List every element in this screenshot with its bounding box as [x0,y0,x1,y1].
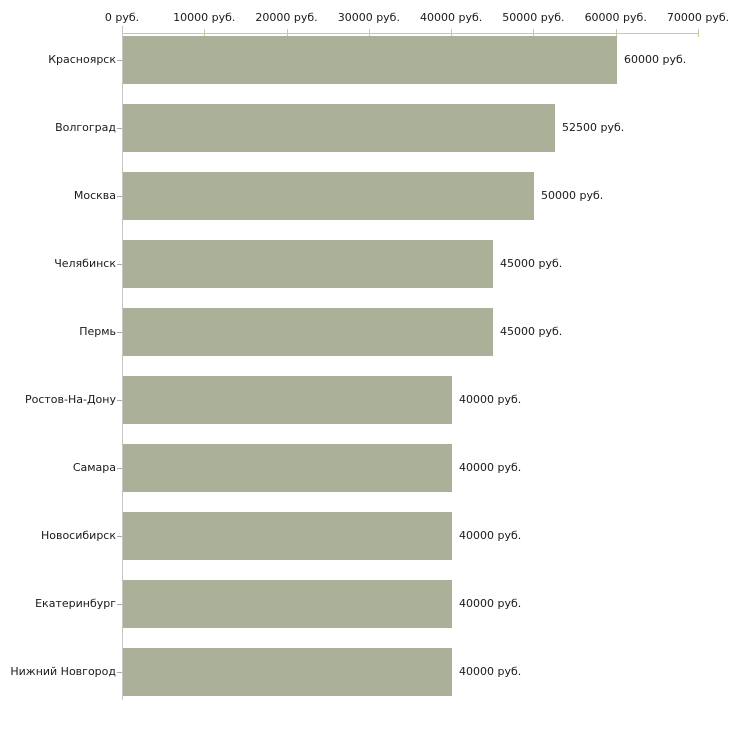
x-axis-line [122,33,699,34]
category-label: Ростов-На-Дону [24,393,116,406]
category-label: Новосибирск [40,529,116,542]
y-axis-tick-mark [117,672,122,673]
y-axis-tick-mark [117,332,122,333]
category-label: Самара [72,461,116,474]
x-axis-tick-mark [122,26,123,33]
y-axis-tick-mark [117,128,122,129]
category-label: Екатеринбург [35,597,116,610]
category-label: Волгоград [55,121,116,134]
bar-6 [123,376,452,424]
y-axis-tick-mark [117,536,122,537]
bar-8 [123,512,452,560]
x-axis-tick-label: 60000 руб. [584,11,647,24]
x-axis-tick-label: 50000 руб. [502,11,565,24]
bar-7 [123,444,452,492]
category-label: Красноярск [48,53,116,66]
bar-3 [123,172,534,220]
y-axis-tick-mark [117,264,122,265]
x-axis-tick-label: 0 руб. [104,11,140,24]
x-axis-tick-label: 10000 руб. [173,11,236,24]
x-axis-tick-label: 30000 руб. [337,11,400,24]
value-label: 45000 руб. [500,325,563,338]
value-label: 40000 руб. [459,461,522,474]
category-label: Челябинск [54,257,116,270]
value-label: 50000 руб. [541,189,604,202]
x-axis-tick-mark [698,29,699,37]
bar-4 [123,240,493,288]
y-axis-tick-mark [117,60,122,61]
bar-1 [123,36,617,84]
y-axis-tick-mark [117,400,122,401]
x-axis-tick-mark [533,29,535,37]
category-label: Пермь [79,325,116,338]
value-label: 52500 руб. [562,121,625,134]
value-label: 40000 руб. [459,665,522,678]
value-label: 40000 руб. [459,597,522,610]
bar-10 [123,648,452,696]
x-axis-tick-label: 70000 руб. [666,11,730,24]
x-axis-tick-mark [204,29,206,37]
x-axis-tick-mark [451,29,453,37]
value-label: 40000 руб. [459,529,522,542]
x-axis-tick-mark [615,29,617,37]
y-axis-tick-mark [117,196,122,197]
category-label: Москва [73,189,116,202]
x-axis-tick-mark [368,29,370,37]
value-label: 60000 руб. [624,53,687,66]
x-axis-tick-mark [286,29,288,37]
bar-2 [123,104,555,152]
x-axis-tick-label: 20000 руб. [255,11,318,24]
bar-9 [123,580,452,628]
y-axis-tick-mark [117,604,122,605]
value-label: 45000 руб. [500,257,563,270]
category-label: Нижний Новгород [10,665,116,678]
x-axis-tick-label: 40000 руб. [420,11,483,24]
y-axis-tick-mark [117,468,122,469]
bar-5 [123,308,493,356]
value-label: 40000 руб. [459,393,522,406]
y-axis-line [122,33,123,700]
